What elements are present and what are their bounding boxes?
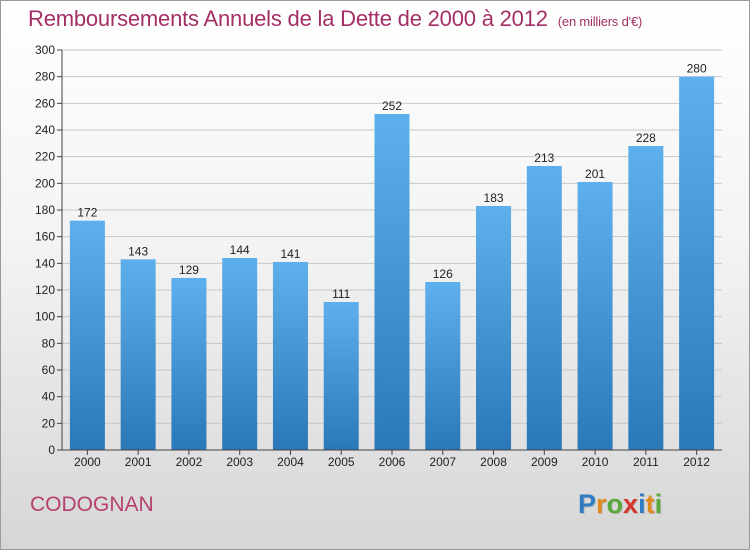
bar-2007: [425, 282, 461, 450]
x-tick-label: 2000: [74, 455, 101, 469]
y-tick-label: 120: [35, 283, 55, 297]
y-tick-label: 180: [35, 203, 55, 217]
y-tick-label: 260: [35, 96, 55, 110]
y-tick-label: 40: [42, 390, 56, 404]
x-tick-label: 2009: [531, 455, 558, 469]
x-tick-label: 2005: [328, 455, 355, 469]
bar-2011: [628, 146, 664, 450]
bar-2000: [69, 220, 105, 450]
y-tick-label: 20: [42, 416, 56, 430]
unit-note: (en milliers d'€): [557, 14, 643, 29]
x-tick-label: 2003: [226, 455, 253, 469]
value-label: 144: [230, 243, 250, 257]
logo-letter: x: [623, 489, 639, 519]
y-tick-label: 240: [35, 123, 55, 137]
logo-letter: o: [606, 489, 624, 519]
x-tick-label: 2008: [480, 455, 507, 469]
value-label: 201: [585, 167, 605, 181]
y-tick-label: 140: [35, 256, 55, 270]
y-tick-label: 200: [35, 176, 55, 190]
x-tick-label: 2012: [683, 455, 710, 469]
y-tick-label: 280: [35, 70, 55, 84]
y-tick-label: 100: [35, 310, 55, 324]
bar-2006: [374, 114, 410, 450]
value-label: 252: [382, 99, 402, 113]
y-tick-label: 300: [35, 43, 55, 57]
chart-title: Remboursements Annuels de la Dette de 20…: [28, 6, 642, 32]
value-label: 129: [179, 263, 199, 277]
x-tick-label: 2010: [582, 455, 609, 469]
bar-2005: [323, 302, 359, 450]
bar-2009: [526, 166, 562, 450]
value-label: 213: [534, 151, 554, 165]
value-label: 280: [687, 62, 707, 76]
logo-letter: t: [645, 489, 655, 519]
y-tick-label: 60: [42, 363, 56, 377]
proxiti-logo[interactable]: Proxiti: [578, 489, 662, 520]
x-tick-label: 2004: [277, 455, 304, 469]
y-tick-label: 0: [48, 443, 55, 457]
y-tick-label: 220: [35, 150, 55, 164]
bar-2002: [171, 278, 207, 450]
x-tick-label: 2002: [176, 455, 203, 469]
bar-2010: [577, 182, 613, 450]
chart-title-text: Remboursements Annuels de la Dette de 20…: [28, 6, 548, 31]
logo-letter: r: [596, 489, 607, 519]
value-label: 111: [332, 287, 351, 301]
x-tick-label: 2011: [633, 455, 659, 469]
value-label: 183: [484, 191, 504, 205]
bar-2003: [222, 258, 258, 450]
bar-2001: [120, 259, 156, 450]
commune-name: CODOGNAN: [30, 493, 154, 516]
value-label: 172: [77, 206, 97, 220]
bar-2004: [272, 262, 308, 450]
value-label: 141: [280, 247, 300, 261]
value-label: 143: [128, 244, 148, 258]
value-label: 228: [636, 131, 656, 145]
x-tick-label: 2007: [429, 455, 456, 469]
x-tick-label: 2006: [379, 455, 406, 469]
y-tick-label: 160: [35, 230, 55, 244]
logo-letter: i: [638, 489, 646, 519]
y-tick-label: 80: [42, 336, 56, 350]
bar-2008: [476, 206, 512, 450]
logo-letter: P: [578, 489, 597, 519]
x-tick-label: 2001: [125, 455, 152, 469]
bar-2012: [679, 76, 715, 451]
value-label: 126: [433, 267, 453, 281]
logo-letter: i: [654, 489, 663, 519]
